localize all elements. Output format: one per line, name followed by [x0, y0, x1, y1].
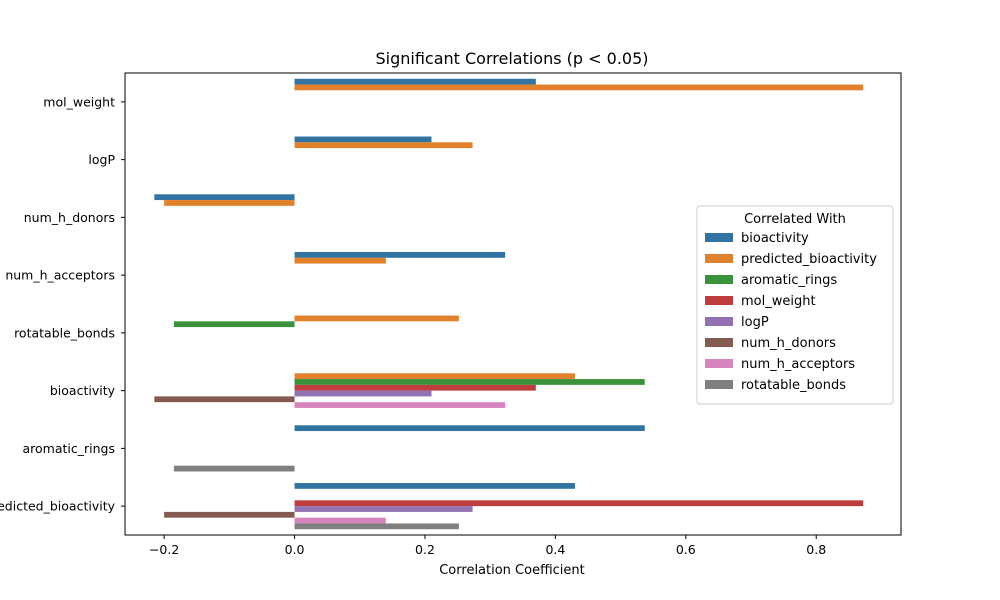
- legend-title: Correlated With: [744, 212, 846, 227]
- legend-label-predicted-bioactivity: predicted_bioactivity: [741, 252, 877, 267]
- plot-frame: [124, 72, 902, 536]
- y-tick-label: predicted_bioactivity: [0, 499, 116, 514]
- y-tick-label: num_h_acceptors: [5, 268, 115, 283]
- bar-logp-predicted-bioactivity: [294, 142, 473, 149]
- bar-aromatic-rings-bioactivity: [294, 425, 645, 432]
- bar-predicted-bioactivity-num-h-donors: [164, 511, 295, 518]
- legend-label-num-h-donors: num_h_donors: [741, 336, 836, 351]
- bar-rotatable-bonds-aromatic-rings: [173, 321, 295, 328]
- legend-label-num-h-acceptors: num_h_acceptors: [741, 357, 855, 372]
- y-tick-label: aromatic_rings: [23, 441, 116, 456]
- bar-predicted-bioactivity-mol-weight: [294, 500, 864, 507]
- bar-predicted-bioactivity-rotatable-bonds: [294, 523, 459, 530]
- bar-num-h-acceptors-bioactivity: [294, 252, 506, 258]
- bar-bioactivity-predicted-bioactivity: [294, 373, 575, 380]
- legend-label-aromatic-rings: aromatic_rings: [741, 273, 837, 288]
- bar-logp-bioactivity: [294, 136, 432, 143]
- legend-swatch-num-h-donors: [705, 338, 733, 347]
- legend-swatch-predicted-bioactivity: [705, 254, 733, 263]
- x-axis-label: Correlation Coefficient: [439, 563, 585, 578]
- x-tick-label: 0.4: [545, 542, 565, 557]
- y-tick-label: rotatable_bonds: [14, 325, 115, 340]
- legend-swatch-rotatable-bonds: [705, 380, 733, 389]
- legend-swatch-bioactivity: [705, 233, 733, 242]
- x-tick-label: 0.8: [806, 542, 826, 557]
- y-tick-label: bioactivity: [50, 383, 116, 398]
- bar-bioactivity-num-h-acceptors: [294, 402, 506, 408]
- y-axis: mol_weight logP num_h_donors num_h_acceptor…: [0, 94, 125, 514]
- y-tick-label: logP: [88, 152, 115, 167]
- bar-predicted-bioactivity-logp: [294, 506, 473, 512]
- bar-bioactivity-num-h-donors: [154, 396, 295, 403]
- legend-swatch-mol-weight: [705, 296, 733, 305]
- bar-bioactivity-logp: [294, 390, 432, 397]
- y-tick-label: mol_weight: [43, 94, 115, 109]
- legend-swatch-logp: [705, 317, 733, 326]
- bars-layer: [154, 78, 864, 530]
- legend-swatch-num-h-acceptors: [705, 359, 733, 368]
- bar-num-h-acceptors-predicted-bioactivity: [294, 257, 386, 264]
- bar-predicted-bioactivity-num-h-acceptors: [294, 517, 386, 524]
- bar-num-h-donors-bioactivity: [154, 194, 295, 201]
- chart-title: Significant Correlations (p < 0.05): [375, 49, 648, 68]
- bar-predicted-bioactivity-bioactivity: [294, 483, 575, 489]
- bar-bioactivity-aromatic-rings: [294, 379, 645, 385]
- bar-mol-weight-predicted-bioactivity: [294, 84, 864, 91]
- bar-mol-weight-bioactivity: [294, 78, 536, 85]
- legend-label-mol-weight: mol_weight: [741, 294, 816, 309]
- legend-box: [696, 205, 894, 405]
- x-tick-label: 0.2: [415, 542, 435, 557]
- legend-label-logp: logP: [741, 315, 769, 330]
- x-axis: −0.2 0.0 0.2 0.4 0.6 0.8: [149, 535, 826, 557]
- y-tick-label: num_h_donors: [24, 210, 115, 225]
- bar-bioactivity-mol-weight: [294, 384, 536, 391]
- x-tick-label: 0.0: [285, 542, 305, 557]
- legend: Correlated With bioactivity predicted_bioa…: [696, 205, 894, 405]
- legend-label-bioactivity: bioactivity: [741, 231, 809, 246]
- bar-aromatic-rings-rotatable-bonds: [173, 465, 295, 472]
- legend-swatch-aromatic-rings: [705, 275, 733, 284]
- x-tick-label: 0.6: [676, 542, 696, 557]
- x-tick-label: −0.2: [149, 542, 179, 557]
- bar-rotatable-bonds-predicted-bioactivity: [294, 315, 459, 322]
- legend-label-rotatable-bonds: rotatable_bonds: [741, 378, 846, 393]
- bar-num-h-donors-predicted-bioactivity: [164, 200, 295, 206]
